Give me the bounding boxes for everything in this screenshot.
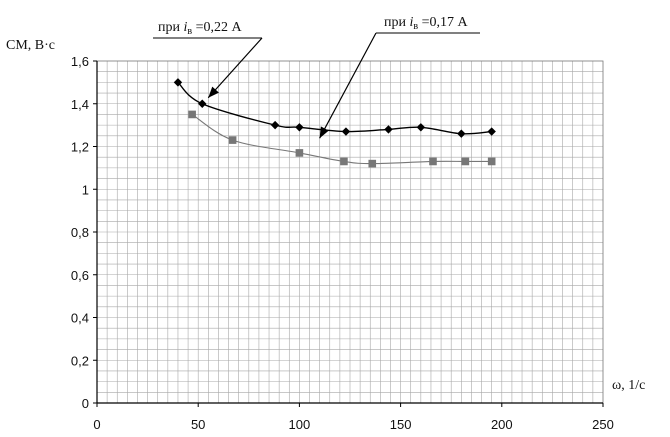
- data-point-square: [228, 136, 237, 144]
- y-tick-label: 1,4: [71, 97, 89, 112]
- x-tick-label: 150: [390, 417, 412, 432]
- data-point-square: [340, 157, 348, 166]
- y-tick-label: 0,2: [71, 353, 89, 368]
- annotation-label-2: при iв =0,17 А: [384, 15, 469, 32]
- x-tick-labels: 0 50 100 150 200 250: [93, 403, 614, 432]
- y-tick-label: 0: [82, 396, 89, 411]
- annotations: при iв =0,22 А при iв =0,17 А: [153, 15, 480, 139]
- y-tick-label: 1,2: [71, 140, 89, 155]
- annotation-arrowhead: [319, 126, 329, 139]
- y-tick-label: 1,6: [71, 54, 89, 69]
- data-point-diamond: [487, 127, 496, 136]
- annotation-arrow-line: [319, 32, 377, 139]
- y-tick-label: 0,6: [71, 268, 89, 283]
- x-tick-label: 100: [289, 417, 311, 432]
- data-point-square: [487, 157, 496, 166]
- x-tick-label: 200: [491, 417, 513, 432]
- annotation-label-1: при iв =0,22 А: [158, 20, 243, 37]
- data-point-diamond: [270, 120, 280, 130]
- y-tick-label: 0,4: [71, 311, 89, 326]
- grid-lines: [96, 60, 604, 404]
- data-point-diamond: [198, 99, 207, 108]
- data-point-diamond: [457, 129, 466, 138]
- data-point-diamond: [384, 125, 393, 134]
- x-axis-label: ω, 1/c: [612, 378, 645, 393]
- x-tick-label: 0: [93, 417, 100, 432]
- data-point-diamond: [416, 123, 426, 132]
- series-line-2: [191, 113, 492, 165]
- data-point-square: [188, 110, 196, 119]
- series-markers: [173, 78, 496, 168]
- y-axis-label: CМ, В·с: [6, 38, 55, 53]
- y-tick-label: 0,8: [71, 225, 89, 240]
- x-tick-label: 250: [592, 417, 614, 432]
- x-tick-label: 50: [191, 417, 205, 432]
- data-point-square: [461, 157, 470, 166]
- series-lines: [177, 81, 492, 165]
- data-point-diamond: [295, 123, 304, 132]
- annotation-arrowhead: [208, 86, 219, 98]
- y-tick-label: 1: [82, 182, 89, 197]
- y-tick-labels: 0 0,2 0,4 0,6 0,8 1 1,2 1,4 1,6: [71, 54, 97, 411]
- data-point-diamond: [341, 127, 351, 136]
- data-point-square: [429, 157, 437, 166]
- annotation-arrow-line: [207, 37, 263, 99]
- data-point-square: [295, 149, 304, 157]
- data-point-square: [368, 159, 377, 168]
- data-point-diamond: [173, 78, 183, 87]
- series-line-1: [177, 81, 492, 135]
